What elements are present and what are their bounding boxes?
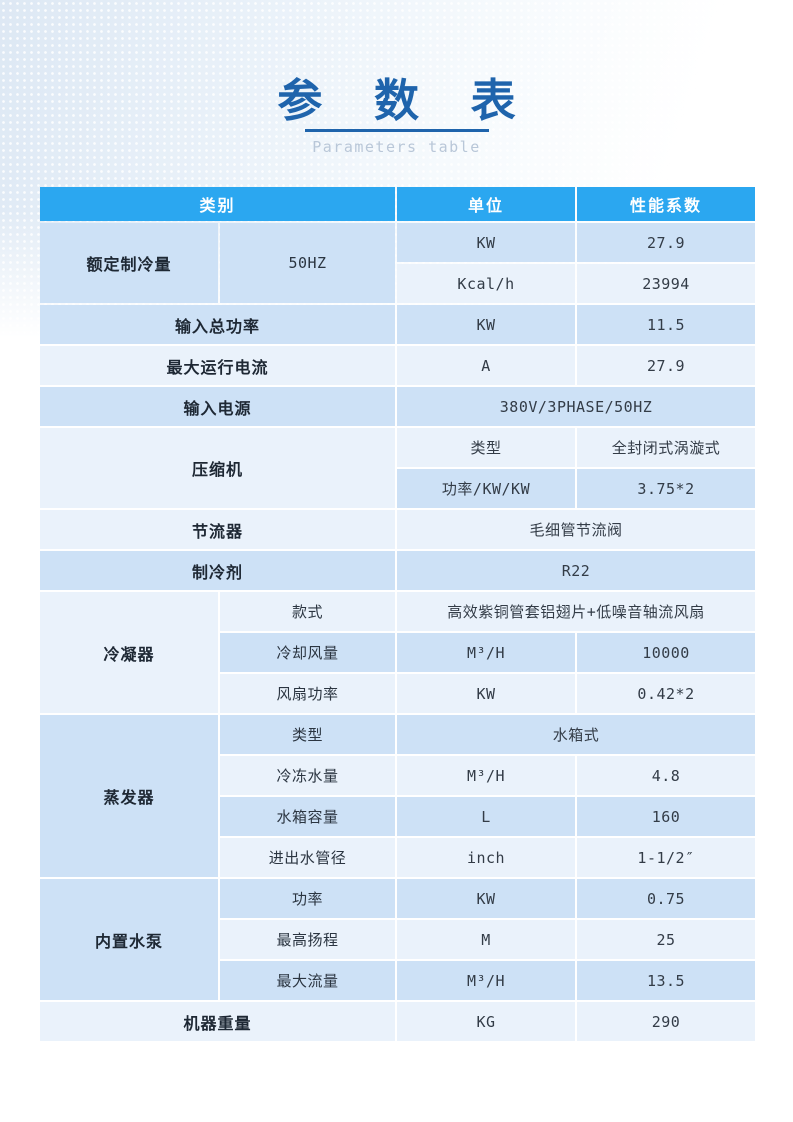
page-subtitle: Parameters table [312,137,481,156]
col-header-category: 类别 [40,187,396,221]
unit-cell: KW [397,305,576,344]
table-row: Kcal/h 23994 [40,264,756,303]
row-sublabel: 类型 [220,715,396,754]
value-cell: 全封闭式涡漩式 [577,428,756,467]
row-sublabel: 冷却风量 [220,633,396,672]
table-row: 最大运行电流 A 27.9 [40,346,756,385]
table-row: 冷凝器 款式 高效紫铜管套铝翅片+低噪音轴流风扇 [40,592,756,713]
value-cell: R22 [397,551,756,590]
row-label: 输入总功率 [40,305,396,344]
table-row: 冷却风量 M³/H 10000 [40,633,756,672]
table-row: 输入电源 380V/3PHASE/50HZ [40,387,756,426]
row-label: 冷凝器 [40,592,218,713]
table-row: 输入总功率 KW 11.5 [40,305,756,344]
value-cell: 10000 [577,633,756,672]
value-cell: 380V/3PHASE/50HZ [397,387,756,426]
value-cell: 11.5 [577,305,756,344]
value-cell: 27.9 [577,346,756,385]
value-cell: 3.75*2 [577,469,756,508]
unit-cell: KG [397,1002,576,1041]
value-cell: 23994 [577,264,756,303]
row-sublabel: 50HZ [220,223,396,303]
unit-cell: KW [397,674,576,713]
value-cell: 高效紫铜管套铝翅片+低噪音轴流风扇 [397,592,756,631]
col-header-coefficient: 性能系数 [577,187,756,221]
unit-cell: inch [397,838,576,877]
parameters-table: 类别 单位 性能系数 额定制冷量 50HZ KW 27.9 Kcal/h 239… [38,185,757,1043]
row-sublabel: 最高扬程 [220,920,396,959]
row-label: 节流器 [40,510,396,549]
value-cell: 27.9 [577,223,756,262]
row-label: 蒸发器 [40,715,218,877]
value-cell: 0.75 [577,879,756,918]
unit-cell: KW [397,879,576,918]
unit-cell: M³/H [397,961,576,1000]
table-row: 机器重量 KG 290 [40,1002,756,1041]
unit-cell: 类型 [397,428,576,467]
row-label: 额定制冷量 [40,223,218,303]
row-label: 内置水泵 [40,879,218,1000]
col-header-unit: 单位 [397,187,576,221]
value-cell: 160 [577,797,756,836]
row-label: 机器重量 [40,1002,396,1041]
unit-cell: 功率/KW/KW [397,469,576,508]
table-row: 蒸发器 类型 水箱式 [40,715,756,877]
row-sublabel: 冷冻水量 [220,756,396,795]
page-title: 参 数 表 [277,74,534,127]
table-row: 功率/KW/KW 3.75*2 [40,469,756,508]
value-cell: 0.42*2 [577,674,756,713]
value-cell: 290 [577,1002,756,1041]
table-row: 进出水管径 inch 1-1/2″ [40,838,756,877]
row-sublabel: 款式 [220,592,396,631]
title-underline [304,128,489,132]
title-block: 参 数 表 Parameters table [0,76,793,156]
table-row: 额定制冷量 50HZ KW 27.9 [40,223,756,303]
unit-cell: L [397,797,576,836]
row-label: 压缩机 [40,428,396,508]
table-row: 风扇功率 KW 0.42*2 [40,674,756,713]
header-row: 类别 单位 性能系数 [40,187,756,221]
value-cell: 水箱式 [397,715,756,754]
row-sublabel: 最大流量 [220,961,396,1000]
value-cell: 4.8 [577,756,756,795]
unit-cell: M³/H [397,633,576,672]
unit-cell: KW [397,223,576,262]
table-row: 最高扬程 M 25 [40,920,756,959]
value-cell: 25 [577,920,756,959]
value-cell: 毛细管节流阀 [397,510,756,549]
row-sublabel: 进出水管径 [220,838,396,877]
table-row: 制冷剂 R22 [40,551,756,590]
table-row: 最大流量 M³/H 13.5 [40,961,756,1000]
row-label: 输入电源 [40,387,396,426]
table-row: 压缩机 类型 全封闭式涡漩式 [40,428,756,508]
value-cell: 1-1/2″ [577,838,756,877]
table-row: 冷冻水量 M³/H 4.8 [40,756,756,795]
unit-cell: A [397,346,576,385]
value-cell: 13.5 [577,961,756,1000]
unit-cell: Kcal/h [397,264,576,303]
table-row: 内置水泵 功率 KW 0.75 [40,879,756,1000]
unit-cell: M³/H [397,756,576,795]
row-sublabel: 风扇功率 [220,674,396,713]
row-sublabel: 水箱容量 [220,797,396,836]
row-label: 制冷剂 [40,551,396,590]
row-sublabel: 功率 [220,879,396,918]
unit-cell: M [397,920,576,959]
row-label: 最大运行电流 [40,346,396,385]
table-row: 水箱容量 L 160 [40,797,756,836]
table-row: 节流器 毛细管节流阀 [40,510,756,549]
